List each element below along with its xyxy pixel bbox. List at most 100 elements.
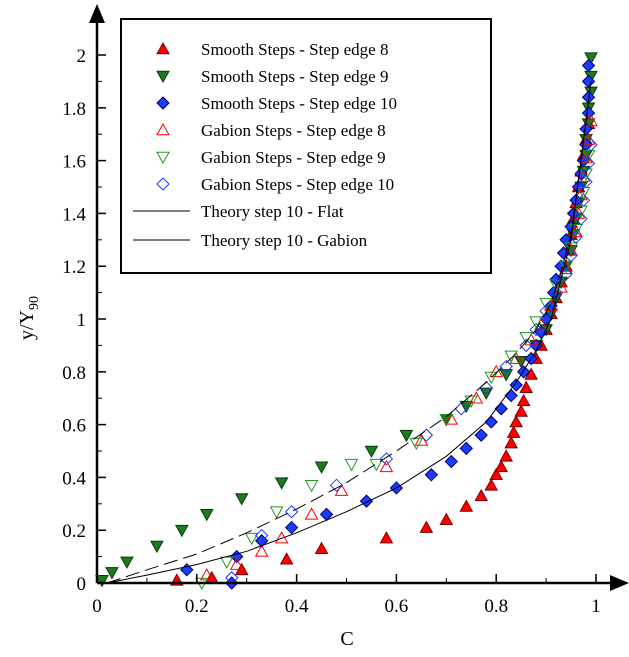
data-point bbox=[509, 378, 523, 392]
data-point bbox=[329, 478, 344, 493]
y-axis-title: y/Y90 bbox=[16, 296, 42, 340]
data-point bbox=[569, 224, 583, 238]
data-point bbox=[284, 520, 299, 535]
series-8 bbox=[106, 81, 592, 584]
data-point bbox=[489, 467, 504, 481]
legend-entry: Gabion Steps - Step edge 10 bbox=[156, 175, 394, 194]
x-axis-title: C bbox=[340, 628, 353, 650]
data-point bbox=[519, 332, 533, 345]
data-point bbox=[464, 395, 479, 408]
series-3 bbox=[180, 58, 596, 590]
data-point bbox=[379, 452, 394, 466]
data-point bbox=[444, 454, 458, 469]
x-tick-label: 1 bbox=[591, 596, 601, 617]
data-point bbox=[581, 156, 596, 170]
legend: Smooth Steps - Step edge 8 Smooth Steps -… bbox=[120, 18, 492, 274]
data-point bbox=[574, 205, 588, 218]
data-point bbox=[344, 458, 359, 472]
data-point bbox=[484, 371, 499, 385]
data-point bbox=[274, 531, 289, 544]
y-tick-label: 0.4 bbox=[62, 468, 86, 489]
data-point bbox=[576, 193, 591, 207]
data-point bbox=[439, 414, 454, 427]
data-point bbox=[584, 113, 598, 127]
legend-marker-swatch bbox=[156, 122, 170, 136]
legend-label: Theory step 10 - Flat bbox=[201, 202, 344, 221]
data-point bbox=[484, 415, 498, 429]
x-tick-label: 0 bbox=[92, 596, 102, 617]
data-point bbox=[581, 58, 596, 73]
data-point bbox=[584, 138, 598, 152]
y-axis-arrow bbox=[89, 4, 105, 23]
legend-marker-swatch bbox=[156, 70, 170, 84]
data-point bbox=[369, 458, 384, 472]
y-tick-label: 1.8 bbox=[62, 99, 86, 120]
data-point bbox=[244, 532, 259, 546]
data-point bbox=[559, 267, 573, 281]
data-point bbox=[564, 242, 578, 255]
y-tick-label: 1.4 bbox=[62, 204, 86, 225]
x-axis-arrow bbox=[610, 575, 629, 591]
data-point bbox=[284, 505, 299, 519]
data-point bbox=[474, 428, 488, 442]
data-point bbox=[581, 74, 596, 89]
data-point bbox=[579, 168, 593, 181]
data-point bbox=[581, 150, 596, 163]
data-point bbox=[254, 528, 269, 543]
x-tick-label: 0.2 bbox=[185, 596, 209, 617]
data-point bbox=[529, 316, 543, 329]
data-point bbox=[499, 369, 514, 382]
legend-label: Gabion Steps - Step edge 8 bbox=[201, 121, 386, 140]
data-point bbox=[539, 297, 553, 311]
legend-entry: Smooth Steps - Step edge 10 bbox=[156, 94, 397, 113]
data-point bbox=[494, 402, 508, 416]
y-tick-label: 2 bbox=[77, 46, 87, 67]
data-point bbox=[234, 493, 249, 506]
data-point bbox=[459, 499, 474, 512]
legend-entry: Smooth Steps - Step edge 8 bbox=[156, 40, 388, 59]
data-point bbox=[539, 304, 553, 318]
data-point bbox=[254, 534, 269, 548]
data-point bbox=[549, 279, 563, 292]
legend-label: Gabion Steps - Step edge 9 bbox=[201, 148, 386, 167]
data-point bbox=[269, 506, 284, 519]
legend-entry: Gabion Steps - Step edge 8 bbox=[156, 121, 386, 140]
data-point bbox=[199, 509, 214, 522]
data-point bbox=[444, 412, 459, 425]
data-point bbox=[579, 175, 593, 189]
axes: 0 0.2 0.4 0.6 0.8 1 0 0.2 0.4 0.6 0.8 1 1.2 1.4 1.6 1.8… bbox=[16, 4, 629, 650]
legend-marker-swatch bbox=[156, 151, 170, 165]
data-point bbox=[559, 261, 573, 275]
data-point bbox=[274, 477, 289, 490]
data-point bbox=[504, 350, 519, 363]
data-point bbox=[409, 437, 424, 451]
data-point bbox=[516, 393, 531, 407]
data-point bbox=[494, 459, 509, 473]
legend-label: Smooth Steps - Step edge 9 bbox=[201, 67, 388, 86]
y-tick-label: 1 bbox=[77, 310, 87, 331]
theory-line-8 bbox=[106, 81, 592, 584]
data-point bbox=[574, 211, 588, 226]
y-tick-label: 0.8 bbox=[62, 363, 86, 384]
y-tick-label: 1.6 bbox=[62, 152, 86, 173]
data-point bbox=[304, 480, 319, 493]
data-point bbox=[454, 402, 468, 416]
data-point bbox=[584, 52, 598, 65]
data-point bbox=[120, 556, 134, 569]
data-point bbox=[504, 436, 519, 449]
data-point bbox=[419, 520, 434, 533]
legend-marker-swatch bbox=[156, 177, 170, 191]
data-point bbox=[569, 223, 583, 237]
data-point bbox=[254, 544, 269, 557]
data-point bbox=[314, 541, 329, 554]
legend-marker-swatch bbox=[156, 96, 170, 110]
data-point bbox=[219, 556, 234, 569]
legend-label: Gabion Steps - Step edge 10 bbox=[201, 175, 394, 194]
legend-entry: Theory step 10 - Flat bbox=[133, 202, 344, 221]
data-point bbox=[576, 186, 591, 200]
data-point bbox=[484, 478, 499, 491]
y-tick-label: 0.2 bbox=[62, 521, 86, 542]
series-6 bbox=[225, 138, 598, 585]
data-point bbox=[499, 359, 513, 374]
